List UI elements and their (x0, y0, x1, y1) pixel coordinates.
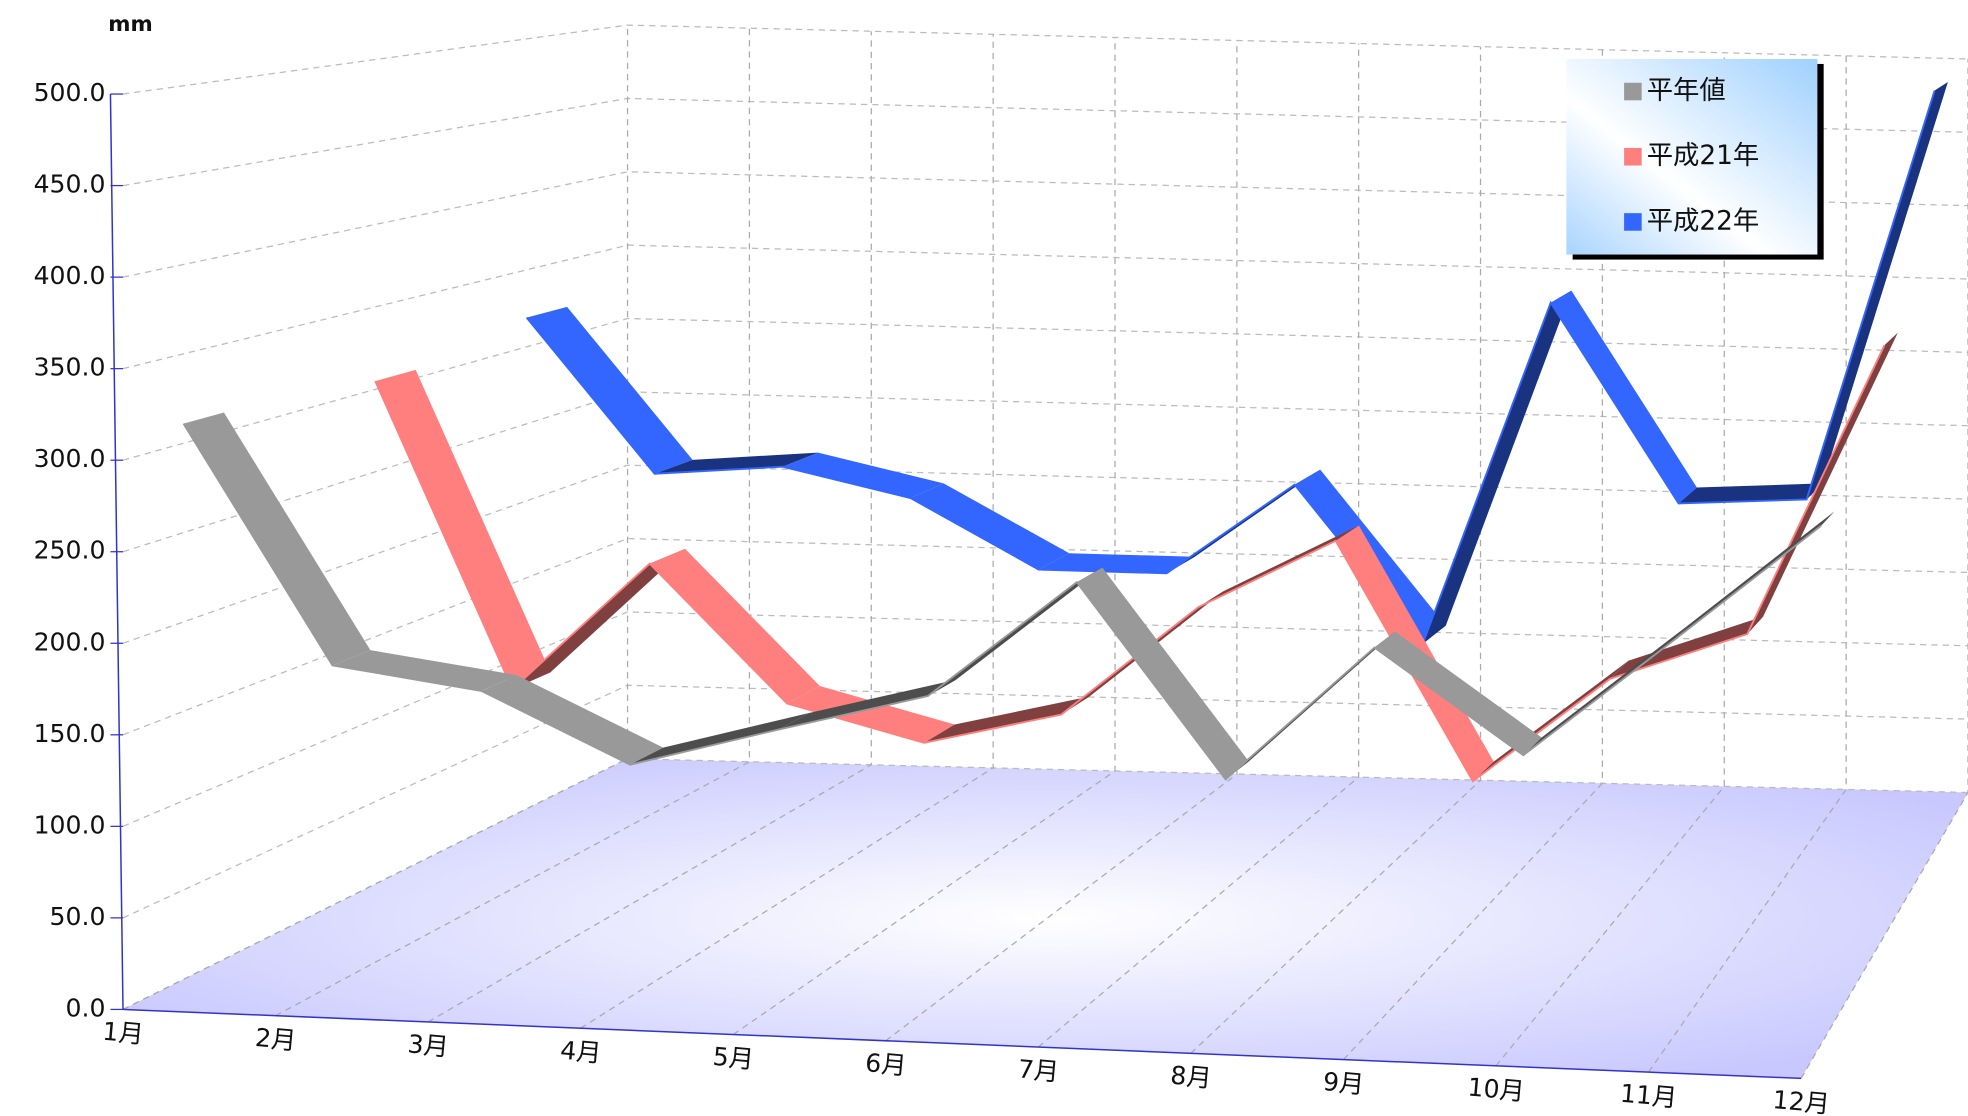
grid-line (122, 24, 1968, 95)
ribbon-segment (924, 696, 1090, 743)
grid-line (885, 40, 1238, 1042)
x-axis (122, 1008, 1802, 1080)
y-tick-label: 350.0 (34, 353, 106, 382)
x-tick-label: 11月 (1619, 1079, 1678, 1113)
x-tick-label: 4月 (559, 1036, 602, 1068)
grid-line (122, 25, 629, 1010)
grid-line (122, 317, 1968, 461)
floor (123, 758, 1968, 1079)
ribbon-segment (910, 483, 1070, 570)
ribbon-segment (1076, 567, 1249, 780)
grid-line (1495, 52, 1725, 1067)
grid-line (122, 244, 1968, 370)
ribbon-segment (332, 650, 517, 691)
grid-line (732, 37, 1116, 1036)
ribbon-segment (782, 452, 944, 499)
ribbon-segment (1747, 332, 1898, 634)
grid-line (122, 611, 1968, 827)
x-tick-label: 3月 (407, 1029, 450, 1061)
grid-line (122, 464, 1968, 644)
x-tick-label: 8月 (1169, 1061, 1212, 1093)
ribbon-segment (779, 679, 957, 730)
grid-line (122, 757, 1968, 1010)
y-tick-label: 450.0 (34, 170, 106, 199)
ribbon-segment (649, 548, 820, 704)
x-tick-label: 7月 (1017, 1054, 1060, 1086)
ribbon-segment (512, 548, 686, 690)
series (182, 412, 1835, 781)
y-axis (109, 94, 124, 1010)
ribbon-segment (630, 712, 810, 765)
legend-label: 平年値 (1647, 76, 1726, 106)
grid-line (122, 171, 1968, 278)
grid-line (1037, 43, 1360, 1048)
y-tick-label: 200.0 (34, 627, 106, 656)
ribbon-segment (526, 306, 693, 474)
y-axis-label: mm (108, 12, 152, 37)
ribbon-segment (1374, 631, 1542, 756)
series-line (525, 90, 1936, 646)
grid-line (122, 537, 1968, 736)
ribbon-segment (1550, 290, 1697, 504)
legend-swatch (1624, 147, 1642, 166)
y-tick-label: 150.0 (34, 719, 106, 748)
legend-swatch (1624, 82, 1642, 101)
y-tick-label: 400.0 (34, 261, 106, 290)
legend-swatch (1624, 213, 1642, 231)
y-tick-label: 300.0 (34, 444, 106, 473)
ribbon-segment (654, 452, 819, 474)
x-tick-label: 10月 (1466, 1073, 1525, 1107)
ribbon-segment (1678, 483, 1823, 504)
x-tick-label: 6月 (864, 1048, 907, 1080)
x-tick-label: 9月 (1322, 1067, 1365, 1099)
grid-line (1190, 46, 1482, 1054)
ribbon-segment (1610, 616, 1764, 679)
x-tick-label: 1月 (101, 1017, 144, 1049)
plot-marks (182, 82, 1948, 783)
grid-line (1648, 55, 1847, 1073)
ribbon-segment (927, 567, 1103, 697)
legend-box (1566, 58, 1818, 255)
ribbon-segment (1422, 290, 1572, 644)
ribbon-segment (481, 675, 664, 765)
legend-label: 平成21年 (1647, 141, 1760, 171)
y-tick-label: 0.0 (66, 993, 106, 1022)
legend-label: 平成22年 (1647, 206, 1760, 236)
ribbon-segment (375, 369, 551, 690)
x-tick-label: 2月 (254, 1023, 297, 1055)
y-tick-label: 100.0 (34, 810, 106, 839)
x-tick-label: 12月 (1772, 1085, 1831, 1116)
ribbon-segment (786, 686, 955, 743)
plot-background: 0.0 50.0 100.0 150.0 200.0 250.0 300.0 350.0 400… (34, 24, 1968, 1116)
y-tick-label: 500.0 (34, 78, 106, 107)
y-tick-label: 250.0 (34, 536, 106, 565)
grid-line (427, 31, 872, 1023)
ribbon-segment (1038, 553, 1195, 574)
x-tick-label: 5月 (712, 1042, 755, 1074)
series-line (182, 423, 1822, 781)
ribbon-segment (183, 412, 371, 666)
grid-line (1343, 49, 1604, 1061)
y-tick-label: 50.0 (50, 902, 106, 931)
grid-line (580, 34, 994, 1029)
ribbon-segment (1806, 82, 1948, 500)
